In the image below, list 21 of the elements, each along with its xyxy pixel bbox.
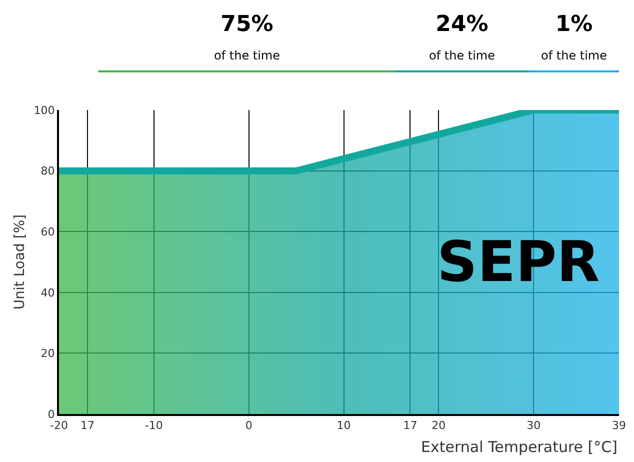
y-tick-label: 100 [34,104,55,117]
annotation: SEPR [437,230,600,295]
x-tick-label: 17 [80,419,94,432]
x-tick-label: -20 [50,419,68,432]
y-tick-label: 20 [40,347,55,360]
text: 1% of the time [541,12,607,63]
x-tick-label: 20 [432,419,446,432]
text: 75% of the time [214,12,280,63]
y-axis-title: Unit Load [%] [12,214,28,310]
y-tick-label: 0 [48,408,55,421]
x-axis-title: External Temperature [°C] [421,438,618,456]
x-tick-label: 17 [403,419,418,432]
x-tick-label: 30 [526,419,541,432]
x-tick-label: -10 [144,419,163,432]
x-tick-label: 10 [336,419,351,432]
x-tick-label: 0 [245,419,252,432]
y-tick-label: 40 [40,286,55,300]
y-tick-label: 60 [40,225,55,238]
text: 24% of the time [429,12,495,63]
x-tick-label: 39 [612,419,626,432]
y-tick-label: 80 [40,164,55,178]
